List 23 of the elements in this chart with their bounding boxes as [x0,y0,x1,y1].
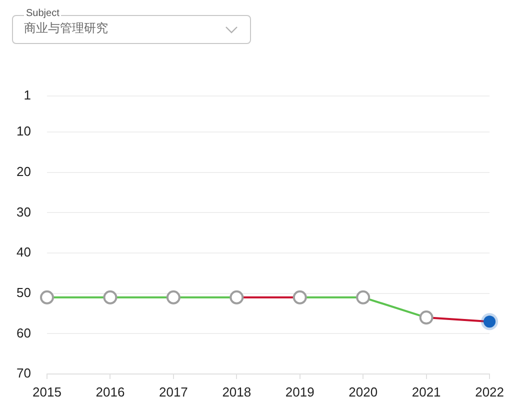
point [166,290,180,304]
point [40,290,54,304]
point [103,290,118,304]
x-tick-label: 2015 [32,384,62,400]
y-tick-label: 10 [16,124,31,139]
x-tick-label: 2017 [158,384,188,400]
point [356,290,370,304]
point [419,310,434,325]
y-tick-label: 50 [16,284,31,300]
x-tick-label: 2022 [475,384,504,400]
point [230,290,244,304]
y-tick-label: 60 [16,325,31,340]
x-tick-label: 2019 [285,384,314,400]
point [292,290,307,304]
y-tick-label: 1 [24,87,31,102]
y-tick-label: 20 [16,164,31,179]
y-tick-label: 30 [16,204,31,220]
x-tick-label: 2020 [348,384,378,400]
x-tick-label: 2021 [412,384,441,400]
y-tick-label: 70 [16,366,31,381]
x-tick-label: 2016 [96,384,125,400]
y-tick-label: 40 [16,244,31,260]
x-tick-label: 2018 [222,384,252,400]
